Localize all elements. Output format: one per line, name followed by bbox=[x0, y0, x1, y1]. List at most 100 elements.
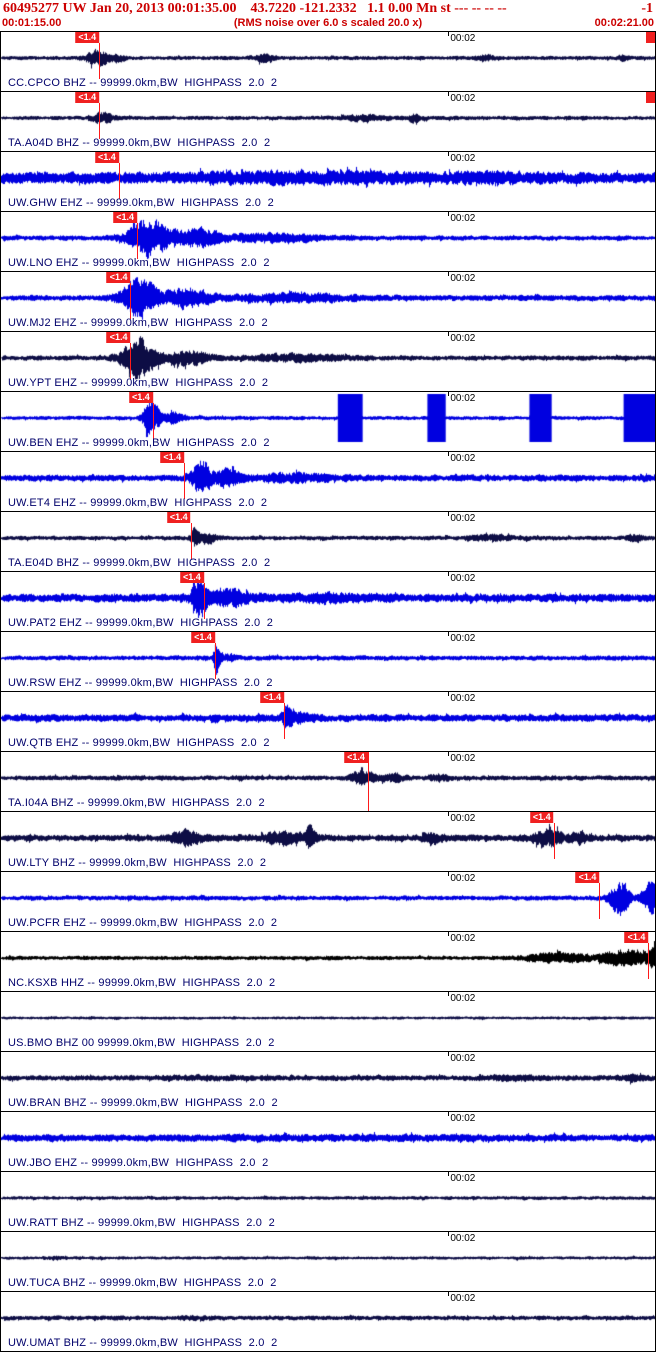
scaling-note: (RMS noise over 6.0 s scaled 20.0 x) bbox=[233, 17, 423, 29]
waveform-canvas[interactable] bbox=[1, 572, 655, 630]
trace-panel[interactable]: 00:02 <1.4 UW.GHW EHZ -- 99999.0km,BW HI… bbox=[0, 152, 656, 212]
channel-label: TA.I04A BHZ -- 99999.0km,BW HIGHPASS 2.0… bbox=[8, 797, 265, 809]
pick-line[interactable] bbox=[190, 523, 192, 559]
channel-label: TA.E04D BHZ -- 99999.0km,BW HIGHPASS 2.0… bbox=[8, 557, 271, 569]
channel-label: CC.CPCO BHZ -- 99999.0km,BW HIGHPASS 2.0… bbox=[8, 77, 278, 89]
trace-panel[interactable]: 00:02 <1.4 TA.I04A BHZ -- 99999.0km,BW H… bbox=[0, 752, 656, 812]
waveform-canvas[interactable] bbox=[1, 872, 655, 930]
trace-panel[interactable]: 00:02 <1.4 UW.ET4 EHZ -- 99999.0km,BW HI… bbox=[0, 452, 656, 512]
pick-magnitude-label[interactable]: <1.4 bbox=[75, 32, 100, 43]
trace-panel[interactable]: 00:02 UW.BRAN BHZ -- 99999.0km,BW HIGHPA… bbox=[0, 1052, 656, 1112]
pick-line[interactable] bbox=[152, 403, 154, 439]
pick-magnitude-label[interactable]: <1.4 bbox=[128, 392, 153, 403]
minute-tick-label: 00:02 bbox=[450, 93, 476, 104]
waveform-canvas[interactable] bbox=[1, 1052, 655, 1110]
minute-tick-label: 00:02 bbox=[450, 993, 476, 1004]
trace-panel[interactable]: 00:02 <1.4 UW.BEN EHZ -- 99999.0km,BW HI… bbox=[0, 392, 656, 452]
pick-magnitude-label[interactable]: <1.4 bbox=[106, 272, 131, 283]
pick-line[interactable] bbox=[130, 343, 132, 379]
pick-magnitude-label[interactable]: <1.4 bbox=[260, 692, 285, 703]
pick-magnitude-label[interactable]: <1.4 bbox=[160, 452, 185, 463]
minute-tick-label: 00:02 bbox=[450, 393, 476, 404]
waveform-canvas[interactable] bbox=[1, 752, 655, 810]
trace-panel[interactable]: 00:02 <1.4 NC.KSXB HHZ -- 99999.0km,BW H… bbox=[0, 932, 656, 992]
pick-magnitude-label[interactable]: <1.4 bbox=[575, 872, 600, 883]
offscreen-pick-flag bbox=[646, 32, 655, 43]
minute-tick-label: 00:02 bbox=[450, 273, 476, 284]
pick-line[interactable] bbox=[214, 643, 216, 679]
channel-label: UW.LTY BHZ -- 99999.0km,BW HIGHPASS 2.0 … bbox=[8, 857, 267, 869]
trace-panel[interactable]: 00:02 <1.4 UW.PAT2 EHZ -- 99999.0km,BW H… bbox=[0, 572, 656, 632]
pick-magnitude-label[interactable]: <1.4 bbox=[166, 512, 191, 523]
pick-magnitude-label[interactable]: <1.4 bbox=[624, 932, 649, 943]
pick-magnitude-label[interactable]: <1.4 bbox=[191, 632, 215, 643]
waveform-canvas[interactable] bbox=[1, 1292, 655, 1350]
trace-panel[interactable]: 00:02 UW.RATT BHZ -- 99999.0km,BW HIGHPA… bbox=[0, 1172, 656, 1232]
pick-magnitude-label[interactable]: <1.4 bbox=[94, 152, 119, 163]
channel-label: UW.TUCA BHZ -- 99999.0km,BW HIGHPASS 2.0… bbox=[8, 1277, 277, 1289]
waveform-canvas[interactable] bbox=[1, 452, 655, 510]
event-header: 60495277 UW Jan 20, 2013 00:01:35.00 43.… bbox=[0, 0, 656, 17]
minute-tick-label: 00:02 bbox=[450, 1113, 476, 1124]
trace-panel[interactable]: 00:02 UW.UMAT BHZ -- 99999.0km,BW HIGHPA… bbox=[0, 1292, 656, 1352]
pick-magnitude-label[interactable]: <1.4 bbox=[344, 752, 368, 763]
waveform-canvas[interactable] bbox=[1, 1112, 655, 1170]
channel-label: UW.BEN EHZ -- 99999.0km,BW HIGHPASS 2.0 … bbox=[8, 437, 270, 449]
window-end-time: 00:02:21.00 bbox=[594, 17, 654, 29]
pick-line[interactable] bbox=[599, 883, 601, 919]
pick-line[interactable] bbox=[553, 823, 555, 859]
pick-line[interactable] bbox=[99, 43, 101, 79]
waveform-canvas[interactable] bbox=[1, 692, 655, 750]
pick-magnitude-label[interactable]: <1.4 bbox=[106, 332, 131, 343]
trace-panel[interactable]: 00:02 <1.4 UW.QTB EHZ -- 99999.0km,BW HI… bbox=[0, 692, 656, 752]
pick-line[interactable] bbox=[137, 223, 139, 259]
pick-line[interactable] bbox=[203, 583, 205, 619]
waveform-canvas[interactable] bbox=[1, 32, 655, 90]
pick-magnitude-label[interactable]: <1.4 bbox=[529, 812, 554, 823]
pick-magnitude-label[interactable]: <1.4 bbox=[75, 92, 100, 103]
trace-panel[interactable]: 00:02 <1.4 UW.LNO EHZ -- 99999.0km,BW HI… bbox=[0, 212, 656, 272]
pick-magnitude-label[interactable]: <1.4 bbox=[113, 212, 138, 223]
trace-panel[interactable]: 00:02 <1.4 UW.YPT EHZ -- 99999.0km,BW HI… bbox=[0, 332, 656, 392]
channel-label: UW.PCFR EHZ -- 99999.0km,BW HIGHPASS 2.0… bbox=[8, 917, 278, 929]
trace-panel[interactable]: 00:02 <1.4 UW.PCFR EHZ -- 99999.0km,BW H… bbox=[0, 872, 656, 932]
pick-line[interactable] bbox=[184, 463, 186, 499]
trace-panel[interactable]: 00:02 <1.4 TA.A04D BHZ -- 99999.0km,BW H… bbox=[0, 92, 656, 152]
pick-line[interactable] bbox=[99, 103, 101, 139]
channel-label: UW.BRAN BHZ -- 99999.0km,BW HIGHPASS 2.0… bbox=[8, 1097, 278, 1109]
minute-tick bbox=[448, 692, 450, 696]
trace-panel[interactable]: 00:02 <1.4 UW.RSW EHZ -- 99999.0km,BW HI… bbox=[0, 632, 656, 692]
channel-label: UW.GHW EHZ -- 99999.0km,BW HIGHPASS 2.0 … bbox=[8, 197, 274, 209]
offscreen-pick-flag bbox=[646, 92, 655, 103]
trace-panel[interactable]: 00:02 UW.TUCA BHZ -- 99999.0km,BW HIGHPA… bbox=[0, 1232, 656, 1292]
pick-line[interactable] bbox=[118, 163, 120, 199]
minute-tick-label: 00:02 bbox=[450, 513, 476, 524]
waveform-canvas[interactable] bbox=[1, 1232, 655, 1290]
waveform-canvas[interactable] bbox=[1, 92, 655, 150]
minute-tick bbox=[448, 1052, 450, 1056]
waveform-canvas[interactable] bbox=[1, 1172, 655, 1230]
channel-label: UW.RATT BHZ -- 99999.0km,BW HIGHPASS 2.0… bbox=[8, 1217, 275, 1229]
trace-panel[interactable]: 00:02 <1.4 UW.MJ2 EHZ -- 99999.0km,BW HI… bbox=[0, 272, 656, 332]
minute-tick bbox=[448, 272, 450, 276]
trace-panel[interactable]: 00:02 US.BMO BHZ 00 99999.0km,BW HIGHPAS… bbox=[0, 992, 656, 1052]
pick-line[interactable] bbox=[648, 943, 650, 979]
waveform-canvas[interactable] bbox=[1, 212, 655, 270]
pick-magnitude-label[interactable]: <1.4 bbox=[179, 572, 204, 583]
trace-panel[interactable]: 00:02 <1.4 UW.LTY BHZ -- 99999.0km,BW HI… bbox=[0, 812, 656, 872]
channel-label: UW.JBO EHZ -- 99999.0km,BW HIGHPASS 2.0 … bbox=[8, 1157, 269, 1169]
waveform-canvas[interactable] bbox=[1, 932, 655, 990]
pick-line[interactable] bbox=[130, 283, 132, 319]
waveform-canvas[interactable] bbox=[1, 392, 655, 450]
pick-line[interactable] bbox=[367, 752, 369, 811]
trace-panel[interactable]: 00:02 UW.JBO EHZ -- 99999.0km,BW HIGHPAS… bbox=[0, 1112, 656, 1172]
channel-label: US.BMO BHZ 00 99999.0km,BW HIGHPASS 2.0 … bbox=[8, 1037, 275, 1049]
minute-tick-label: 00:02 bbox=[450, 813, 476, 824]
waveform-canvas[interactable] bbox=[1, 992, 655, 1050]
waveform-canvas[interactable] bbox=[1, 512, 655, 570]
minute-tick bbox=[448, 752, 450, 756]
pick-line[interactable] bbox=[284, 703, 286, 739]
trace-panel[interactable]: 00:02 <1.4 CC.CPCO BHZ -- 99999.0km,BW H… bbox=[0, 32, 656, 92]
trace-panel[interactable]: 00:02 <1.4 TA.E04D BHZ -- 99999.0km,BW H… bbox=[0, 512, 656, 572]
waveform-canvas[interactable] bbox=[1, 632, 655, 690]
